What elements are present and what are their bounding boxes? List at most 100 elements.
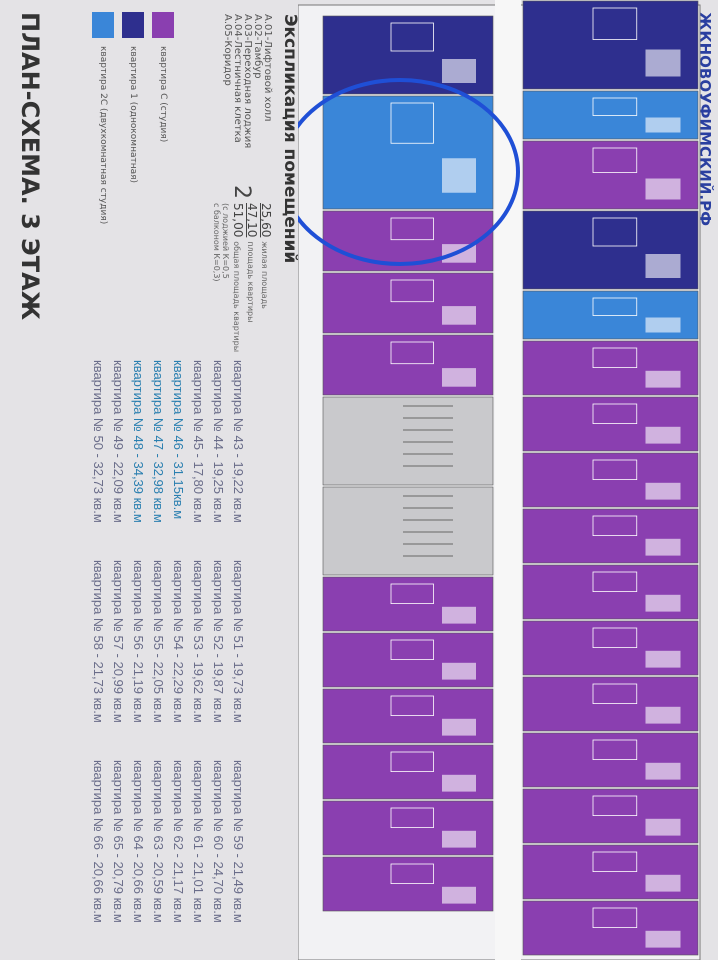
legend-label: квартира 2С (двухкомнатная студия)	[98, 46, 108, 225]
room-outline	[592, 851, 638, 873]
apartment-column: квартира № 59 - 21,49 кв.м квартира № 60 …	[88, 760, 248, 923]
room-count: 2	[229, 185, 255, 199]
room-outline	[592, 217, 638, 247]
bath-fixture	[645, 482, 681, 500]
room-outline	[390, 863, 434, 885]
apartment-item: квартира № 66 - 20,66 кв.м	[91, 760, 106, 923]
room-outline	[390, 751, 434, 773]
apartment-column: квартира № 51 - 19,73 кв.м квартира № 52 …	[88, 560, 248, 723]
bath-fixture	[645, 538, 681, 556]
legend-label: квартира С (студия)	[158, 46, 168, 143]
apartment-item: квартира № 49 - 22,09 кв.м	[111, 360, 126, 523]
room-outline	[592, 627, 638, 649]
bath-fixture	[442, 606, 476, 624]
apartment-item: квартира № 44 - 19,25 кв.м	[211, 360, 226, 523]
bath-fixture	[442, 830, 476, 848]
apartment-item: квартира № 52 - 19,87 кв.м	[211, 560, 226, 723]
room-outline	[592, 907, 638, 929]
legend: квартира С (студия) квартира 1 (однокомн…	[88, 12, 178, 224]
room-outline	[390, 341, 434, 365]
bath-fixture	[645, 762, 681, 780]
bath-fixture	[645, 49, 681, 77]
bath-fixture	[645, 370, 681, 388]
legend-swatch-two-room	[92, 12, 114, 38]
room-outline	[592, 515, 638, 537]
room-outline	[592, 739, 638, 761]
bath-fixture	[442, 59, 476, 83]
room-outline	[592, 297, 638, 316]
room-outline	[592, 97, 638, 116]
floor-plan	[298, 0, 701, 960]
room-outline	[390, 583, 434, 605]
bath-fixture	[442, 158, 476, 193]
room-item: А.03-Переходная лоджия	[242, 14, 253, 149]
bath-fixture	[645, 818, 681, 836]
apartment-item: квартира № 50 - 32,73 кв.м	[91, 360, 106, 523]
explication-heading: Экспликация помещений	[280, 14, 300, 264]
stair-elevator-core	[322, 396, 494, 486]
apartment-item: квартира № 53 - 19,62 кв.м	[191, 560, 206, 723]
room-outline	[592, 459, 638, 481]
apartment-item: квартира № 51 - 19,73 кв.м	[231, 560, 246, 723]
bath-fixture	[442, 662, 476, 680]
room-outline	[390, 217, 434, 241]
apartment-item: квартира № 56 - 21,19 кв.м	[131, 560, 146, 723]
bath-fixture	[645, 874, 681, 892]
legend-swatch-studio	[152, 12, 174, 38]
room-item: А.04-Лестничная клетка	[232, 14, 243, 143]
living-area: 25,60	[259, 203, 273, 238]
bath-fixture	[645, 426, 681, 444]
bath-fixture	[645, 117, 681, 133]
plan-title: ПЛАН-СХЕМА. 3 ЭТАЖ	[16, 12, 44, 321]
apartment-item: квартира № 60 - 24,70 кв.м	[211, 760, 226, 923]
apartment-item: квартира № 55 - 22,05 кв.м	[151, 560, 166, 723]
bath-fixture	[442, 886, 476, 904]
note: с балконом К=0,3)	[212, 203, 221, 282]
apartment-item: квартира № 61 - 21,01 кв.м	[191, 760, 206, 923]
legend-swatch-one-room	[122, 12, 144, 38]
highlight-circle	[298, 78, 520, 266]
apartment-item: квартира № 58 - 21,73 кв.м	[91, 560, 106, 723]
room-outline	[592, 795, 638, 817]
room-outline	[592, 147, 638, 173]
bath-fixture	[442, 306, 476, 325]
bath-fixture	[645, 254, 681, 278]
room-outline	[390, 807, 434, 829]
apartment-item: квартира № 45 - 17,80 кв.м	[191, 360, 206, 523]
legend-label: квартира 1 (однокомнатная)	[128, 46, 138, 184]
apartment-item: квартира № 47 - 32,98 кв.м	[151, 360, 166, 523]
room-item: А.01-Лифтовой холл	[262, 14, 273, 122]
flat-area: 47,10	[245, 203, 259, 238]
room-outline	[390, 22, 434, 52]
apartment-item: квартира № 59 - 21,49 кв.м	[231, 760, 246, 923]
room-outline	[592, 683, 638, 705]
apartment-item: квартира № 46 - 31,15кв.м	[171, 360, 186, 520]
area-example: 2 25,60 жилая площадь 47,10 площадь квар…	[212, 185, 273, 353]
apartment-item: квартира № 43 - 19,22 кв.м	[231, 360, 246, 523]
corridor	[495, 0, 521, 960]
apartment-item: квартира № 57 - 20,99 кв.м	[111, 560, 126, 723]
apartment-item: квартира № 64 - 20,66 кв.м	[131, 760, 146, 923]
room-outline	[592, 347, 638, 369]
room-outline	[592, 7, 638, 40]
bath-fixture	[442, 718, 476, 736]
room-item: А.02-Тамбур	[252, 14, 263, 79]
room-outline	[390, 279, 434, 303]
flat-label: площадь квартиры	[246, 241, 255, 323]
room-outline	[390, 695, 434, 717]
apartment-item: квартира № 48 - 34,39 кв.м	[131, 360, 146, 523]
apartment-item: квартира № 54 - 22,29 кв.м	[171, 560, 186, 723]
bath-fixture	[645, 930, 681, 948]
apartment-item: квартира № 62 - 21,17 кв.м	[171, 760, 186, 923]
note: (с лоджией К=0,5	[221, 203, 230, 279]
room-outline	[390, 639, 434, 661]
apartment-item: квартира № 63 - 20,59 кв.м	[151, 760, 166, 923]
bath-fixture	[645, 178, 681, 200]
apartment-item: квартира № 65 - 20,79 кв.м	[111, 760, 126, 923]
room-outline	[592, 571, 638, 593]
bath-fixture	[442, 368, 476, 387]
bath-fixture	[645, 650, 681, 668]
bath-fixture	[442, 774, 476, 792]
total-label: общая площадь квартиры	[232, 241, 241, 353]
bath-fixture	[645, 594, 681, 612]
